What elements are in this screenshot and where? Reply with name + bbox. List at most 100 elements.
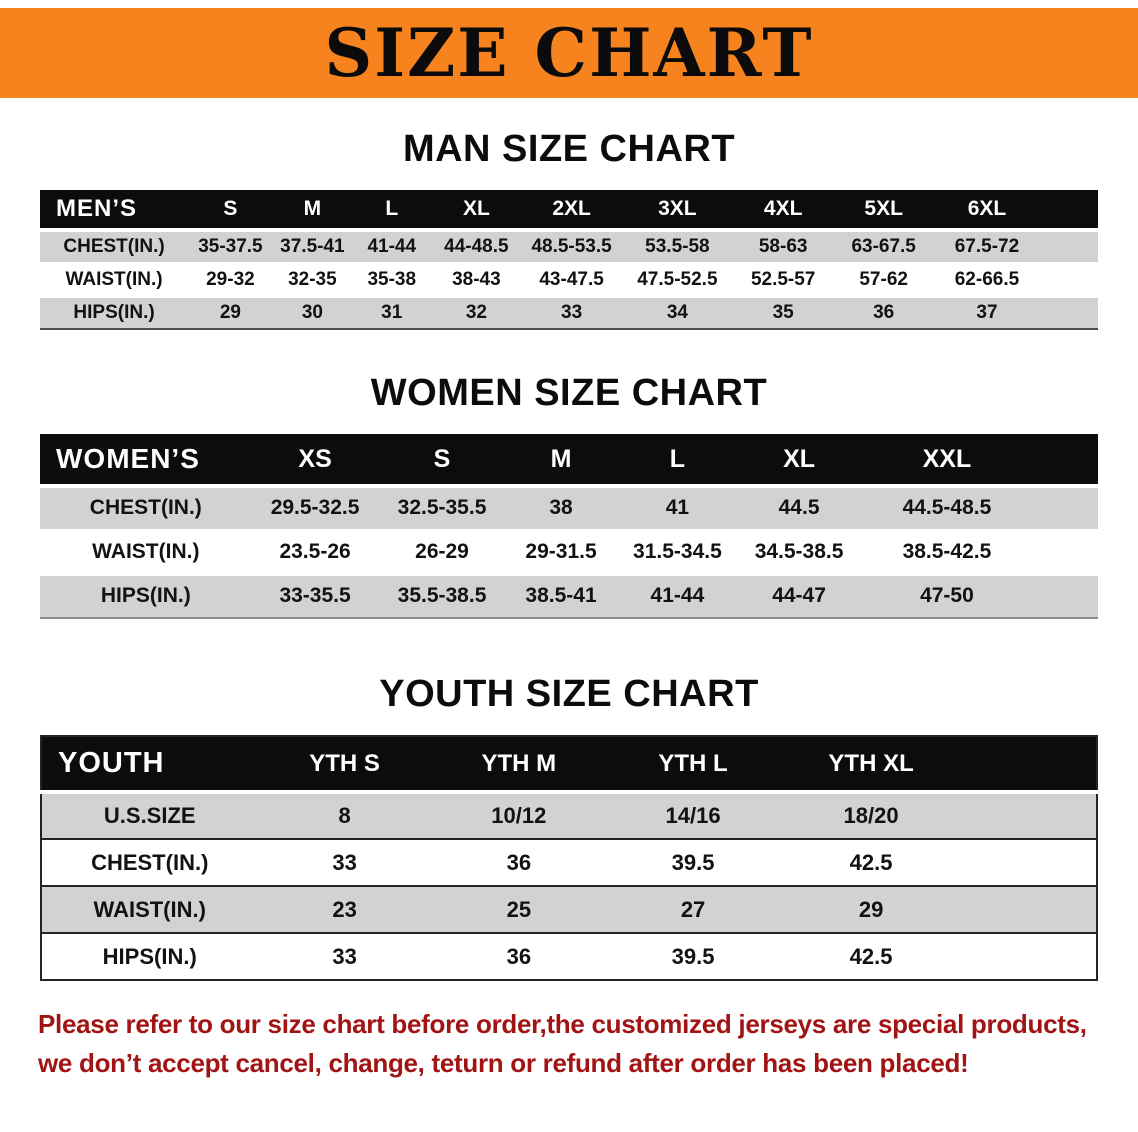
- value-cell: 41: [665, 496, 690, 520]
- table-title-cell: YOUTH: [41, 736, 258, 792]
- value-cell: 53.5-58: [645, 235, 710, 257]
- measurement-row: HIPS(IN.) 33 36 39.5 42.5: [41, 933, 1097, 980]
- value-cell: 36: [506, 943, 532, 969]
- value-cell: 31: [381, 301, 403, 323]
- value-cell: 33: [561, 301, 583, 323]
- measurement-row: CHEST(IN.) 29.5-32.5 32.5-35.5 38 41 44.5 44.5…: [40, 486, 1098, 530]
- value-cell: 47.5-52.5: [637, 268, 718, 290]
- value-cell: 29.5-32.5: [270, 496, 360, 520]
- value-cell: 39.5: [671, 943, 715, 969]
- value-cell: 37: [976, 301, 998, 323]
- row-label: U.S.SIZE: [103, 803, 196, 828]
- table-body: U.S.SIZE 8 10/12 14/16 18/20 CHEST(IN.) 33 36 39…: [41, 792, 1097, 980]
- measurement-row: U.S.SIZE 8 10/12 14/16 18/20: [41, 792, 1097, 839]
- table-head: WOMEN’S XS S M L XL XXL: [40, 434, 1098, 486]
- youth-section-heading: YOUTH SIZE CHART: [379, 673, 759, 715]
- table-body: CHEST(IN.) 35-37.5 37.5-41 41-44 44-48.5 48.5…: [40, 230, 1098, 329]
- table-title-cell: MEN’S: [40, 190, 189, 230]
- value-cell: 47-50: [920, 584, 974, 608]
- size-column-header: XL: [431, 190, 522, 230]
- value-cell: 36: [873, 301, 895, 323]
- row-label: HIPS(IN.): [73, 301, 155, 323]
- value-cell: 38: [549, 496, 573, 520]
- value-cell: 39.5: [671, 849, 715, 875]
- size-column-header: M: [505, 434, 617, 486]
- men-size-section: MAN SIZE CHART MEN’S S M L XL 2XL 3XL 4XL 5XL 6XL…: [0, 130, 1138, 330]
- value-cell: 10/12: [491, 803, 547, 828]
- table-head: YOUTH YTH S YTH M YTH L YTH XL: [41, 736, 1097, 792]
- size-column-header: XL: [738, 434, 860, 486]
- value-cell: 29-31.5: [525, 540, 597, 563]
- value-cell: 33: [332, 849, 357, 875]
- disclaimer-line-2: we don’t accept cancel, change, teturn o…: [38, 1048, 969, 1078]
- value-cell: 23: [332, 896, 357, 922]
- measurement-row: CHEST(IN.) 35-37.5 37.5-41 41-44 44-48.5 48.5…: [40, 230, 1098, 263]
- value-cell: 32: [465, 301, 487, 323]
- measurement-row: WAIST(IN.) 23.5-26 26-29 29-31.5 31.5-34.5 34…: [40, 530, 1098, 574]
- value-cell: 38-43: [452, 268, 501, 290]
- value-cell: 29-32: [206, 268, 255, 290]
- disclaimer-line-1: Please refer to our size chart before or…: [38, 1009, 1087, 1039]
- measurement-row: CHEST(IN.) 33 36 39.5 42.5: [41, 839, 1097, 886]
- row-label: WAIST(IN.): [93, 896, 206, 922]
- value-cell: 33: [332, 943, 357, 969]
- value-cell: 34: [666, 301, 688, 323]
- value-cell: 63-67.5: [851, 235, 916, 257]
- value-cell: 8: [338, 803, 351, 828]
- title-banner: SIZE CHART: [0, 8, 1138, 98]
- value-cell: 35-38: [367, 268, 417, 290]
- size-column-header: YTH S: [257, 736, 432, 792]
- value-cell: 33-35.5: [279, 584, 351, 608]
- value-cell: 29: [219, 301, 241, 323]
- women-size-table: WOMEN’S XS S M L XL XXL CHEST(IN.) 29.5-32.5 32.5…: [40, 434, 1098, 619]
- value-cell: 43-47.5: [539, 268, 604, 290]
- size-column-header: XXL: [859, 434, 1098, 486]
- value-cell: 48.5-53.5: [531, 235, 612, 257]
- youth-size-section: YOUTH SIZE CHART YOUTH YTH S YTH M YTH L YTH…: [0, 675, 1138, 981]
- youth-size-table: YOUTH YTH S YTH M YTH L YTH XL U.S.SIZE 8 10/12…: [40, 735, 1098, 981]
- value-cell: 27: [680, 896, 706, 922]
- value-cell: 41-44: [367, 235, 417, 257]
- size-column-header: S: [378, 434, 506, 486]
- value-cell: 62-66.5: [954, 268, 1020, 290]
- table-head: MEN’S S M L XL 2XL 3XL 4XL 5XL 6XL: [40, 190, 1098, 230]
- header-row: YOUTH YTH S YTH M YTH L YTH XL: [41, 736, 1097, 792]
- value-cell: 32.5-35.5: [397, 496, 487, 520]
- size-column-header: S: [188, 190, 273, 230]
- value-cell: 25: [506, 896, 532, 922]
- value-cell: 35: [772, 301, 794, 323]
- size-column-header: L: [352, 190, 432, 230]
- value-cell: 32-35: [288, 268, 337, 290]
- measurement-row: WAIST(IN.) 29-32 32-35 35-38 38-43 43-47.5 47.…: [40, 263, 1098, 296]
- page-title: SIZE CHART: [324, 14, 814, 92]
- size-column-header: YTH L: [605, 736, 781, 792]
- value-cell: 44-48.5: [444, 235, 509, 257]
- value-cell: 41-44: [650, 584, 705, 608]
- value-cell: 44.5-48.5: [902, 496, 992, 520]
- value-cell: 18/20: [843, 803, 899, 828]
- value-cell: 30: [301, 301, 323, 323]
- value-cell: 42.5: [849, 849, 893, 875]
- disclaimer-text: Please refer to our size chart before or…: [38, 1005, 1138, 1083]
- value-cell: 29: [858, 896, 884, 922]
- size-column-header: M: [272, 190, 353, 230]
- header-row: WOMEN’S XS S M L XL XXL: [40, 434, 1098, 486]
- value-cell: 67.5-72: [954, 235, 1020, 257]
- size-column-header: 5XL: [833, 190, 934, 230]
- row-label: CHEST(IN.): [91, 849, 209, 875]
- table-title-cell: WOMEN’S: [40, 434, 252, 486]
- size-column-header: 6XL: [933, 190, 1098, 230]
- value-cell: 52.5-57: [750, 268, 816, 290]
- women-size-section: WOMEN SIZE CHART WOMEN’S XS S M L XL XXL CHEST(…: [0, 374, 1138, 619]
- size-column-header: 3XL: [621, 190, 733, 230]
- row-label: HIPS(IN.): [102, 943, 197, 969]
- value-cell: 31.5-34.5: [633, 540, 722, 563]
- value-cell: 26-29: [415, 540, 469, 563]
- row-label: CHEST(IN.): [63, 235, 165, 257]
- value-cell: 23.5-26: [279, 540, 351, 563]
- value-cell: 58-63: [758, 235, 808, 257]
- value-cell: 34.5-38.5: [754, 540, 844, 563]
- measurement-row: WAIST(IN.) 23 25 27 29: [41, 886, 1097, 933]
- size-column-header: YTH M: [431, 736, 606, 792]
